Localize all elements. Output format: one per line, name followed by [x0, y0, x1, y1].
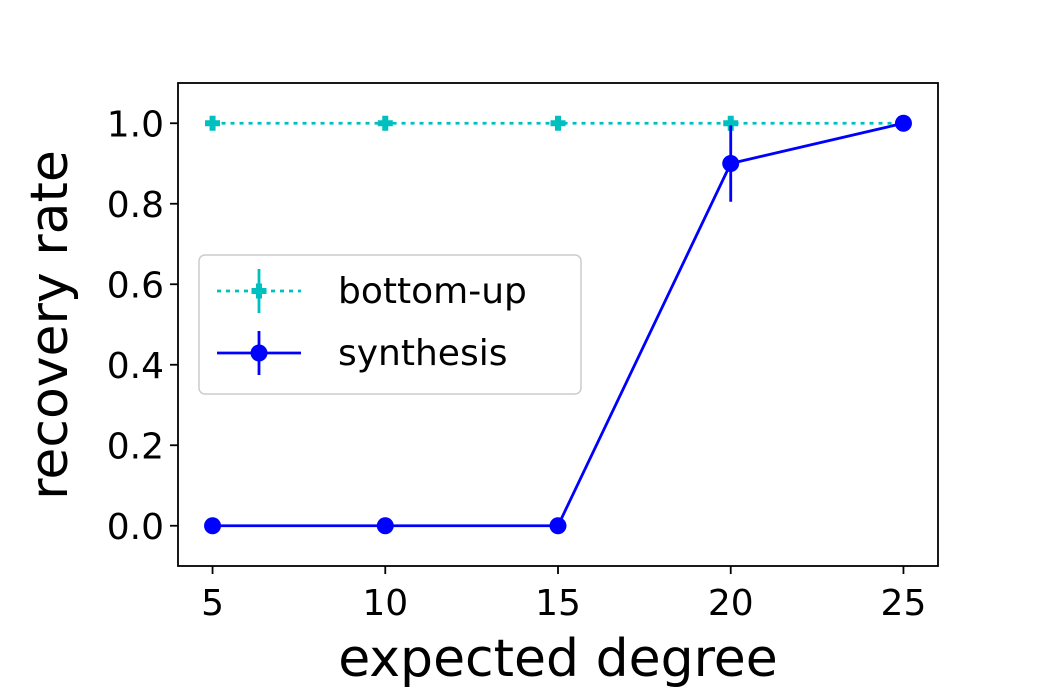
series-synthesis — [204, 114, 912, 535]
legend-entries: bottom-up synthesis — [217, 269, 527, 375]
legend-label: synthesis — [338, 333, 507, 374]
x-tick-label: 10 — [362, 583, 408, 624]
series-layer — [204, 114, 912, 535]
legend: bottom-up synthesis — [198, 254, 582, 395]
y-tick-label: 0.0 — [107, 507, 164, 548]
y-tick-label: 0.6 — [107, 265, 164, 306]
data-point — [894, 114, 912, 132]
y-tick-label: 0.8 — [107, 185, 164, 226]
y-axis-label: recovery rate — [20, 150, 80, 500]
x-axis-label: expected degree — [338, 629, 778, 689]
legend-box — [198, 254, 582, 395]
y-tick-label: 0.2 — [107, 426, 164, 467]
x-tick-label: 5 — [201, 583, 224, 624]
data-point — [722, 155, 740, 172]
data-point — [204, 517, 222, 535]
legend-entry-bottom-up: bottom-up — [217, 269, 527, 313]
legend-marker — [251, 283, 267, 299]
ticks-layer: 5 10 15 20 25 0.0 0.2 0.4 0.6 0.8 1.0 — [107, 104, 927, 624]
y-tick-label: 1.0 — [107, 104, 164, 145]
data-point — [376, 517, 394, 535]
legend-label: bottom-up — [338, 271, 527, 312]
legend-marker — [250, 344, 268, 362]
data-point — [549, 517, 567, 535]
y-tick-label: 0.4 — [107, 346, 164, 387]
x-tick-label: 25 — [881, 583, 927, 624]
x-tick-label: 15 — [535, 583, 581, 624]
legend-entry-synthesis: synthesis — [217, 331, 507, 375]
data-point — [550, 115, 566, 131]
data-point — [205, 115, 221, 131]
data-point — [377, 115, 393, 131]
x-tick-label: 20 — [708, 583, 754, 624]
